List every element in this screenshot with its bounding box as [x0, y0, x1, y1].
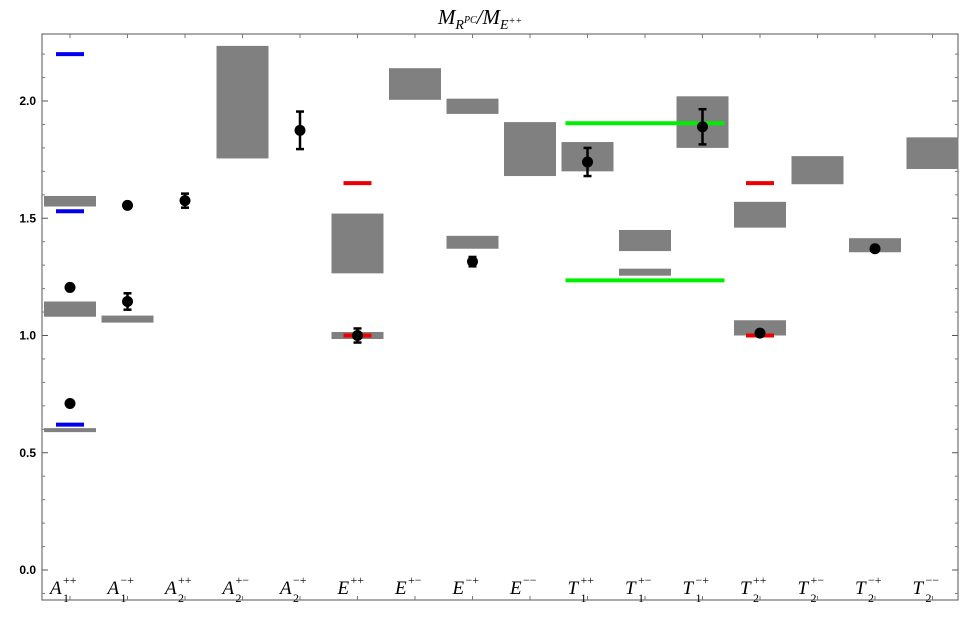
- band-rect: [101, 315, 154, 323]
- data-point: [754, 327, 766, 339]
- data-point: [122, 295, 133, 307]
- data-point: [122, 199, 133, 211]
- category-label: E−+: [452, 573, 480, 599]
- y-tick-label: 0.0: [19, 563, 36, 577]
- category-label: T +− 1: [625, 573, 652, 605]
- category-label: T −− 2: [913, 573, 940, 605]
- category-label: A++ 1: [48, 573, 77, 605]
- data-point: [869, 243, 881, 255]
- band-rect: [44, 301, 96, 317]
- category-label: A++ 2: [163, 573, 192, 605]
- data-point: [64, 281, 76, 293]
- category-label: T −+ 1: [683, 573, 710, 605]
- y-axis: 0.0 0.5 1.0 1.5 2.0: [19, 53, 958, 594]
- band-rect: [734, 201, 786, 228]
- band-rect: [216, 45, 269, 159]
- y-tick-label: 1.5: [19, 211, 36, 225]
- category-label: E+−: [394, 573, 422, 599]
- category-label: A+− 2: [221, 573, 250, 605]
- chart-title: MRPC/ME++: [437, 5, 522, 33]
- band-rect: [504, 122, 556, 177]
- chart-title-text: MRPC/ME++: [437, 5, 522, 33]
- level-lines: [56, 52, 774, 427]
- data-point: [582, 156, 593, 168]
- category-labels: A++ 1 A−+ 1 A++ 2 A+− 2 A−+ 2 E++ E+− E−+ E−− T ++ 1 T +− 1…: [48, 573, 939, 605]
- category-label: E−−: [509, 573, 537, 599]
- band-rect: [619, 268, 671, 276]
- data-point: [697, 121, 708, 133]
- category-label: T −+ 2: [855, 573, 882, 605]
- data-point: [64, 398, 76, 410]
- category-label: T ++ 1: [568, 573, 595, 605]
- category-label: E++: [337, 573, 365, 599]
- y-tick-label: 2.0: [19, 94, 36, 108]
- data-point: [352, 330, 363, 341]
- band-rect: [791, 156, 844, 185]
- data-point: [179, 195, 191, 207]
- plot-frame: [41, 33, 959, 601]
- band-rect: [44, 195, 96, 207]
- y-tick-label: 1.0: [19, 329, 36, 343]
- category-label: A−+ 1: [106, 573, 135, 605]
- band-rect: [44, 428, 96, 433]
- band-rect: [331, 213, 384, 274]
- band-rect: [446, 98, 499, 114]
- band-rect: [389, 68, 441, 100]
- band-rect: [446, 235, 499, 249]
- y-tick-label: 0.5: [19, 446, 36, 460]
- category-label: A−+ 2: [278, 573, 307, 605]
- category-label: T ++ 2: [740, 573, 767, 605]
- data-points: [64, 107, 881, 410]
- x-axis: [69, 34, 933, 600]
- data-point: [467, 256, 478, 268]
- data-point: [294, 124, 306, 136]
- band-rect: [906, 137, 959, 170]
- category-label: T +− 2: [798, 573, 825, 605]
- band-rect: [619, 229, 671, 252]
- band-series: [44, 45, 959, 433]
